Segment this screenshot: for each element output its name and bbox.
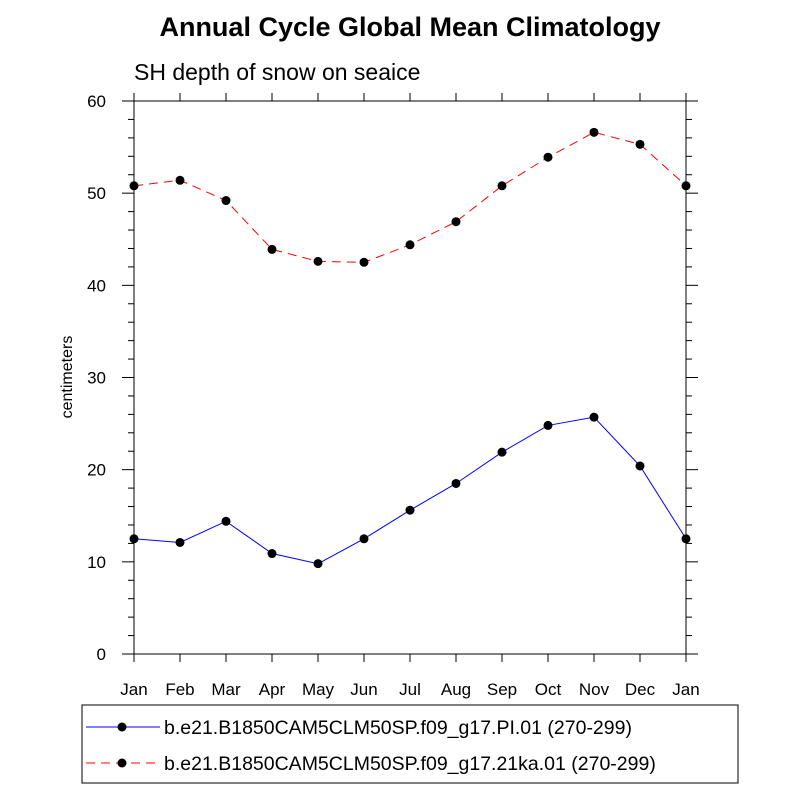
series-layer [129,127,691,569]
x-tick-label: Oct [535,680,562,699]
data-point-series-2 [497,181,507,191]
x-tick-label: Jun [350,680,377,699]
data-point-series-1 [681,534,691,544]
legend: b.e21.B1850CAM5CLM50SP.f09_g17.PI.01 (27… [86,717,656,775]
axis-ticks [122,93,698,662]
data-point-series-1 [635,461,645,471]
data-point-series-2 [359,257,369,267]
data-point-series-2 [221,196,231,206]
x-tick-label: Mar [211,680,241,699]
data-point-series-2 [129,181,139,191]
x-tick-label: Aug [441,680,471,699]
y-tick-label: 60 [87,92,106,111]
data-point-series-2 [543,152,553,162]
data-point-series-1 [451,478,461,488]
data-point-series-1 [313,559,323,569]
legend-box [81,704,739,784]
y-tick-labels: 0 10 20 30 40 50 60 [87,92,106,664]
x-tick-label: Sep [487,680,517,699]
plot-frame [133,100,687,655]
x-tick-label: Feb [165,680,194,699]
data-point-series-1 [359,534,369,544]
data-point-series-2 [405,240,415,250]
data-point-series-2 [635,139,645,149]
chart-subtitle: SH depth of snow on seaice [134,59,420,85]
data-point-series-2 [313,256,323,266]
data-point-series-1 [589,412,599,422]
data-point-series-1 [267,549,277,559]
legend-marker-1 [117,722,127,732]
data-point-series-1 [129,534,139,544]
data-point-series-2 [451,217,461,227]
y-tick-label: 20 [87,461,106,480]
y-tick-label: 30 [87,369,106,388]
data-point-series-2 [589,127,599,137]
data-point-series-1 [175,537,185,547]
x-tick-label: Dec [625,680,656,699]
data-point-series-2 [175,175,185,185]
data-point-series-1 [497,447,507,457]
legend-label-1: b.e21.B1850CAM5CLM50SP.f09_g17.PI.01 (27… [164,717,632,739]
x-tick-label: May [302,680,335,699]
data-point-series-2 [681,181,691,191]
data-point-series-1 [405,505,415,515]
data-point-series-1 [543,420,553,430]
x-tick-label: Jul [399,680,421,699]
y-tick-label: 0 [97,645,106,664]
x-tick-label: Jan [120,680,147,699]
legend-label-2: b.e21.B1850CAM5CLM50SP.f09_g17.21ka.01 (… [164,753,656,775]
y-tick-label: 10 [87,553,106,572]
y-tick-label: 50 [87,184,106,203]
x-tick-label: Nov [579,680,610,699]
y-tick-label: 40 [87,276,106,295]
chart-title: Annual Cycle Global Mean Climatology [159,12,660,42]
x-tick-labels: Jan Feb Mar Apr May Jun Jul Aug Sep Oct Nov Dec Jan [120,680,699,699]
series-line-1 [133,416,687,565]
data-point-series-2 [267,244,277,254]
legend-marker-2 [117,758,127,768]
x-tick-label: Apr [259,680,286,699]
x-tick-label: Jan [672,680,699,699]
data-point-series-1 [221,516,231,526]
y-axis-label: centimeters [59,336,76,419]
